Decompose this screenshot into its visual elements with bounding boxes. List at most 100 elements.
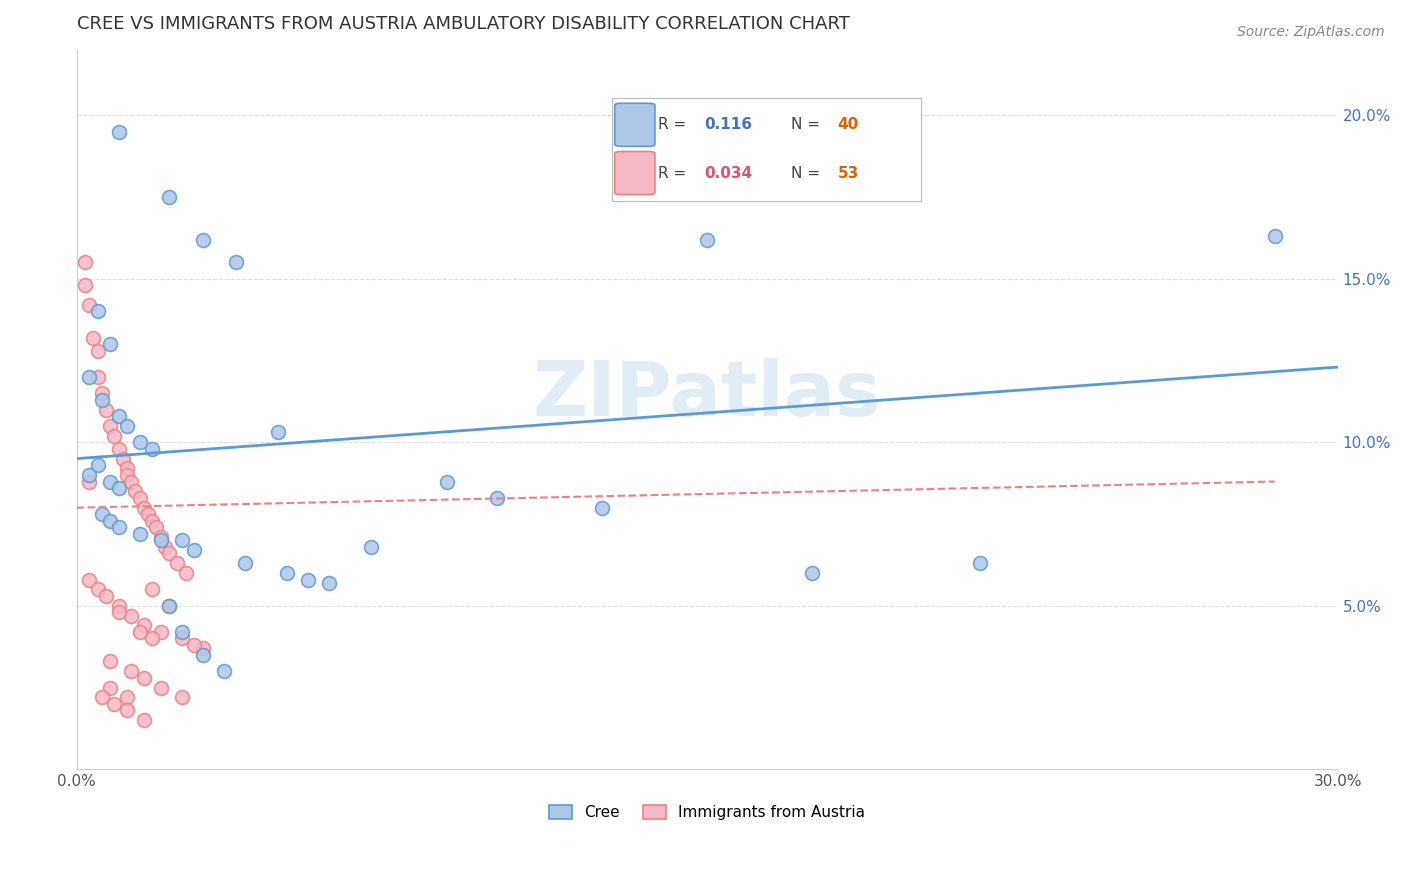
Point (436, 475, 458, 489)
Point (86, 582, 108, 597)
Point (132, 671, 155, 685)
Point (233, 556, 256, 570)
Point (115, 703, 138, 717)
Point (77, 298, 100, 312)
Point (141, 442, 163, 456)
Point (141, 632, 163, 646)
Point (77, 369, 100, 384)
Text: N =: N = (792, 166, 820, 180)
Text: CREE VS IMMIGRANTS FROM AUSTRIA AMBULATORY DISABILITY CORRELATION CHART: CREE VS IMMIGRANTS FROM AUSTRIA AMBULATO… (76, 15, 849, 33)
Point (170, 632, 193, 646)
Point (115, 461, 138, 475)
Point (801, 566, 824, 580)
Point (128, 435, 150, 450)
Point (90, 690, 112, 705)
Point (120, 608, 142, 623)
Point (111, 451, 134, 466)
Point (128, 526, 150, 541)
Point (120, 664, 142, 678)
Point (77, 475, 100, 489)
Point (107, 409, 129, 423)
Point (153, 540, 176, 554)
Text: 0.034: 0.034 (704, 166, 752, 180)
Point (183, 638, 205, 652)
Point (591, 500, 613, 515)
Point (103, 697, 125, 711)
Text: Source: ZipAtlas.com: Source: ZipAtlas.com (1237, 25, 1385, 39)
Point (107, 125, 129, 139)
Text: N =: N = (792, 117, 820, 132)
Point (149, 533, 172, 548)
Point (98, 337, 121, 351)
Text: 40: 40 (838, 117, 859, 132)
Point (141, 514, 163, 528)
Point (157, 599, 180, 613)
Point (170, 624, 193, 639)
Point (82, 330, 104, 344)
Text: 0.116: 0.116 (704, 117, 752, 132)
Point (115, 690, 138, 705)
Point (136, 507, 159, 521)
Point (149, 530, 172, 544)
Point (86, 304, 108, 318)
Point (191, 233, 214, 247)
Point (94, 589, 117, 603)
Point (157, 599, 180, 613)
Point (124, 484, 146, 499)
Point (183, 543, 205, 558)
Point (149, 681, 172, 695)
Point (191, 641, 214, 656)
Point (103, 428, 125, 442)
Point (157, 546, 180, 560)
Point (149, 624, 172, 639)
Text: 53: 53 (838, 166, 859, 180)
Point (86, 343, 108, 358)
Point (1264, 229, 1286, 244)
Point (98, 475, 121, 489)
Point (107, 520, 129, 534)
Point (696, 233, 718, 247)
Point (107, 605, 129, 619)
Point (115, 467, 138, 482)
Text: ZIPatlas: ZIPatlas (533, 359, 882, 433)
Point (212, 664, 235, 678)
Text: R =: R = (658, 166, 686, 180)
Point (170, 533, 193, 548)
Point (73, 278, 96, 293)
Point (128, 491, 150, 505)
Point (77, 467, 100, 482)
Point (132, 500, 155, 515)
FancyBboxPatch shape (614, 103, 655, 146)
Point (90, 386, 112, 401)
Point (77, 573, 100, 587)
Point (107, 599, 129, 613)
Point (115, 418, 138, 433)
Point (98, 418, 121, 433)
FancyBboxPatch shape (614, 152, 655, 194)
Point (86, 369, 108, 384)
Point (170, 690, 193, 705)
Point (276, 566, 298, 580)
Point (132, 618, 155, 632)
Point (360, 540, 382, 554)
Point (98, 514, 121, 528)
Point (90, 392, 112, 407)
Point (141, 582, 163, 597)
Point (145, 520, 167, 534)
Point (267, 425, 290, 440)
Point (969, 556, 991, 570)
Point (128, 624, 150, 639)
Point (120, 475, 142, 489)
Point (225, 255, 247, 269)
Text: R =: R = (658, 117, 686, 132)
Point (98, 681, 121, 695)
Point (132, 713, 155, 727)
Point (107, 481, 129, 495)
Point (86, 458, 108, 472)
Point (166, 556, 188, 570)
Point (157, 190, 180, 204)
Point (107, 442, 129, 456)
Point (485, 491, 508, 505)
Point (73, 255, 96, 269)
Point (318, 575, 340, 590)
